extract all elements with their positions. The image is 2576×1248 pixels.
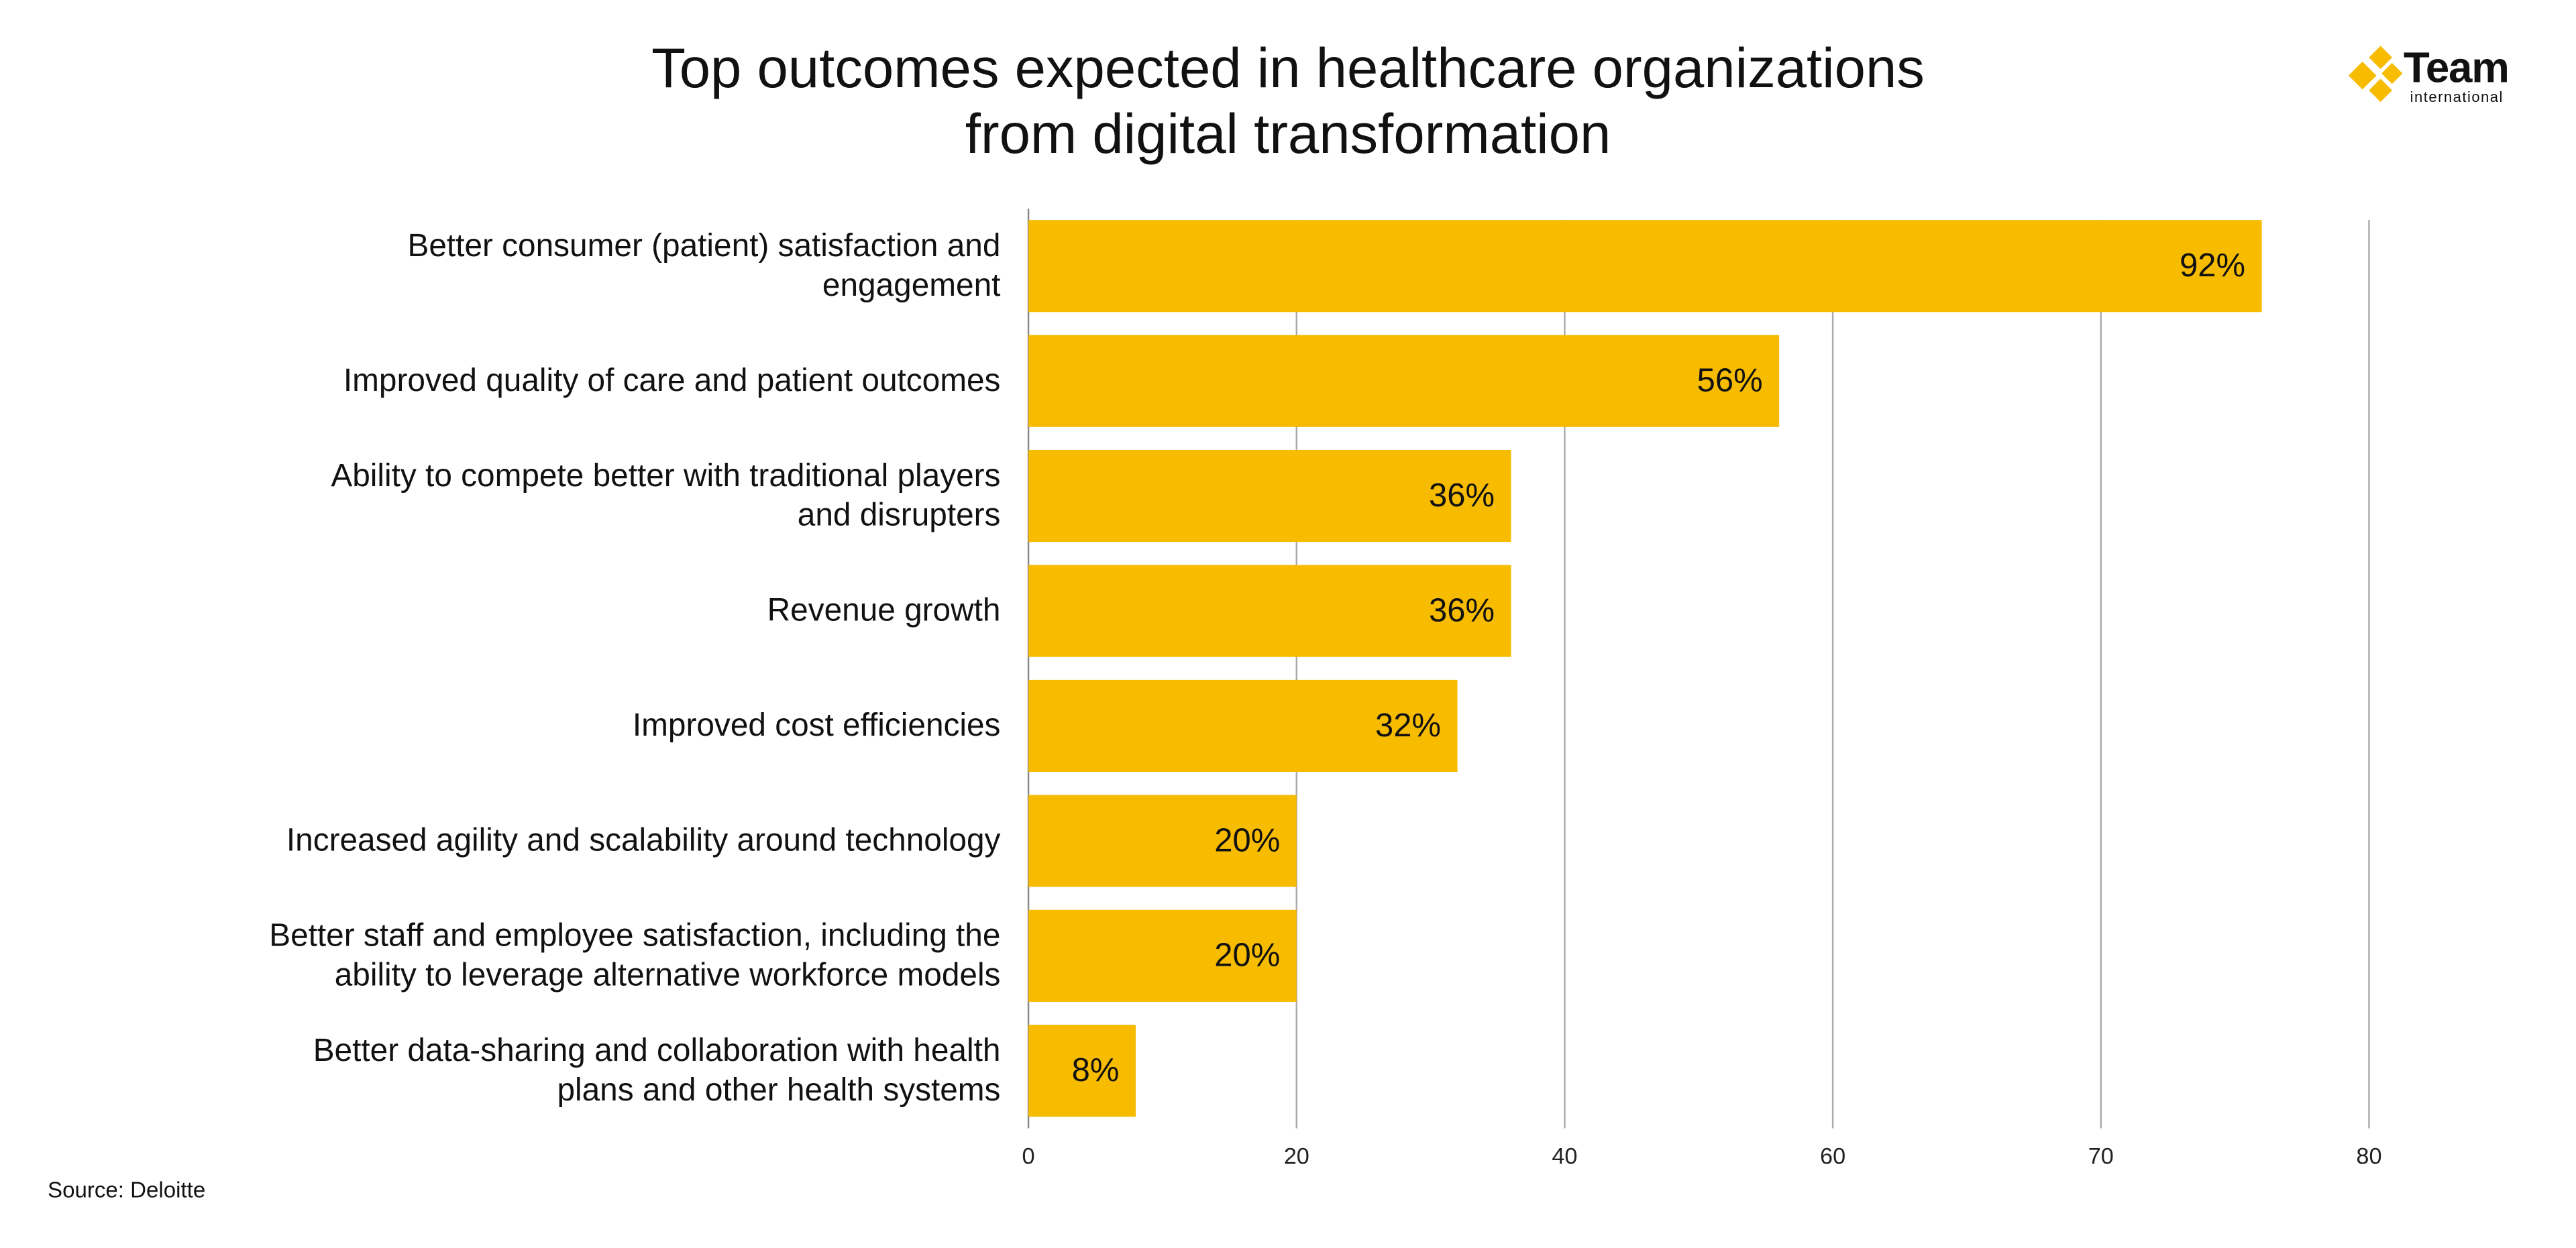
x-tick-label: 60 (1820, 1144, 1845, 1170)
y-tick-label: Ability to compete better with tradition… (331, 458, 1001, 534)
data-label: 20% (1214, 822, 1280, 858)
data-label: 92% (2180, 247, 2245, 284)
data-label: 36% (1429, 592, 1495, 628)
x-tick-label: 20 (1284, 1144, 1309, 1170)
logo-name: Team (2403, 42, 2510, 93)
y-tick-label: Better data-sharing and collaboration wi… (313, 1033, 1001, 1109)
x-tick-label: 80 (2356, 1144, 2381, 1170)
y-tick-label: Increased agility and scalability around… (286, 822, 1001, 859)
bar (1028, 220, 2262, 313)
bar (1028, 565, 1511, 657)
bar (1028, 450, 1511, 543)
y-tick-label: Improved quality of care and patient out… (343, 363, 1001, 400)
x-tick-label: 40 (1552, 1144, 1577, 1170)
bar (1028, 1025, 1136, 1117)
bar (1028, 679, 1458, 773)
logo-tagline: international (2410, 89, 2504, 105)
data-label: 20% (1214, 938, 1280, 974)
y-tick-label: Revenue growth (767, 593, 1001, 629)
y-tick-label: Better staff and employee satisfaction, … (269, 917, 1001, 994)
x-tick-label: 70 (2088, 1144, 2114, 1170)
data-label: 32% (1375, 707, 1441, 744)
bar (1028, 335, 1780, 427)
bar (1028, 795, 1297, 887)
source: Source: Deloitte (48, 1177, 206, 1202)
y-tick-label: Better consumer (patient) satisfaction a… (407, 228, 1001, 304)
data-label: 56% (1697, 363, 1763, 399)
y-tick-label: Improved cost efficiencies (632, 707, 1001, 744)
chart-title: Top outcomes expected in healthcare orga… (651, 38, 1925, 166)
x-tick-label: 0 (1022, 1144, 1035, 1170)
data-label: 8% (1072, 1052, 1120, 1088)
data-label: 36% (1429, 477, 1495, 514)
bar (1028, 909, 1297, 1002)
